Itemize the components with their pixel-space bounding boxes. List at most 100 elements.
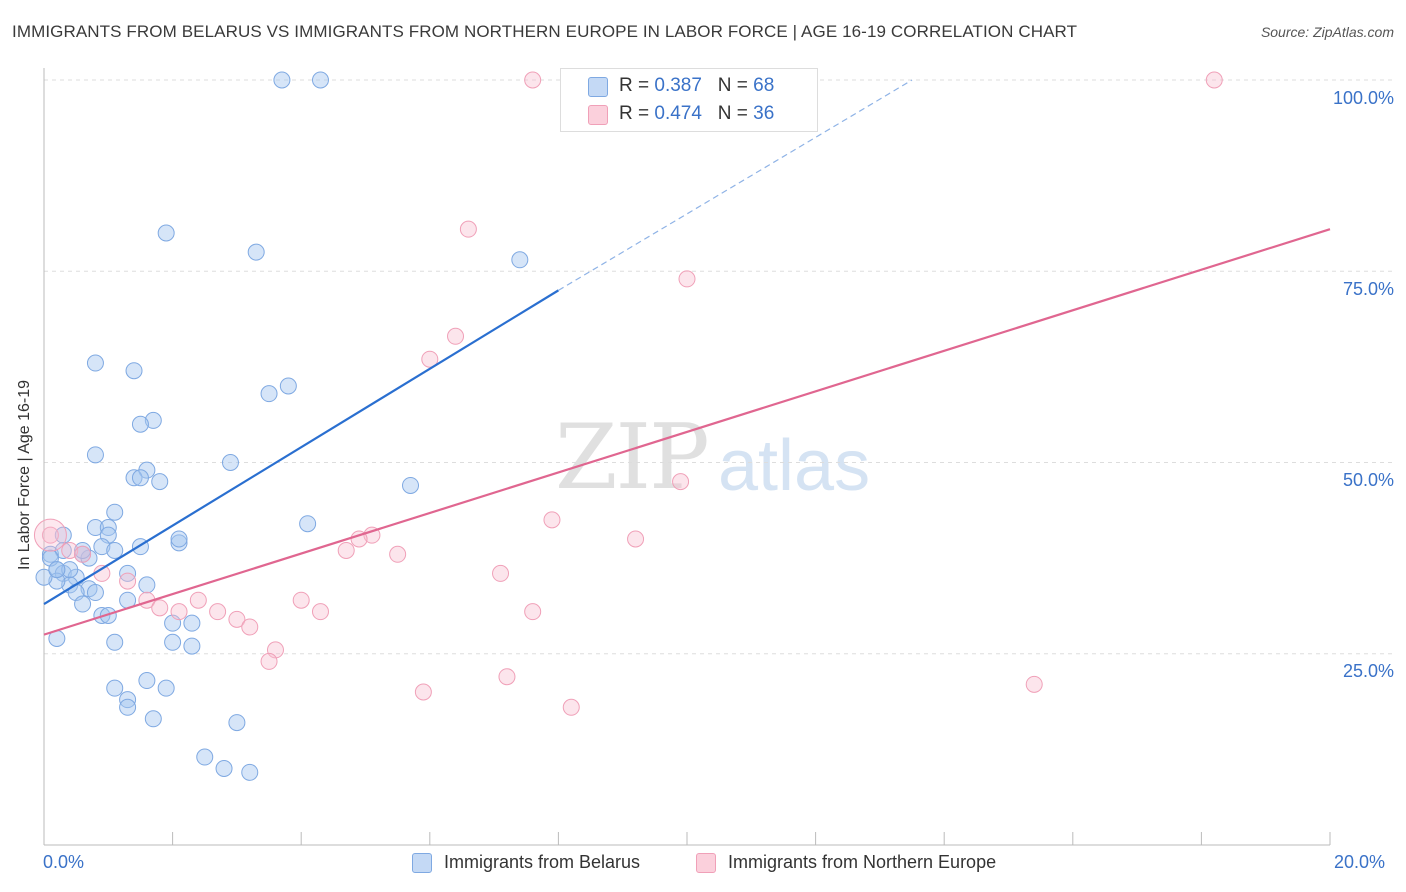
belarus-point bbox=[157, 679, 175, 697]
northern-trend-line bbox=[43, 228, 1331, 636]
northern-point bbox=[189, 591, 207, 609]
legend-swatch-blue bbox=[588, 77, 608, 97]
northern-point bbox=[492, 564, 510, 582]
belarus-point bbox=[170, 530, 188, 548]
belarus-point bbox=[215, 760, 233, 777]
belarus-point bbox=[151, 473, 169, 491]
northern-point bbox=[524, 603, 542, 621]
belarus-point bbox=[144, 710, 162, 728]
northern-point bbox=[447, 327, 465, 345]
northern-point bbox=[627, 530, 645, 548]
belarus-point bbox=[106, 503, 124, 521]
legend-r-label: R = bbox=[619, 75, 650, 96]
belarus-point bbox=[228, 714, 246, 732]
belarus-point bbox=[61, 561, 79, 579]
northern-point bbox=[170, 603, 188, 621]
y-tick-label-50: 50.0% bbox=[1342, 470, 1394, 490]
belarus-point bbox=[170, 534, 188, 552]
belarus-point bbox=[86, 354, 104, 372]
belarus-trend-extension bbox=[558, 79, 913, 291]
belarus-point bbox=[138, 672, 156, 690]
belarus-point bbox=[247, 243, 265, 261]
northern-point bbox=[459, 220, 477, 238]
northern-point bbox=[311, 603, 329, 621]
northern-point bbox=[524, 71, 542, 89]
belarus-point bbox=[183, 637, 201, 655]
bottom-legend-label-belarus: Immigrants from Belarus bbox=[444, 852, 641, 872]
belarus-point bbox=[311, 71, 329, 89]
northern-point bbox=[209, 603, 227, 621]
belarus-point bbox=[86, 519, 104, 537]
bottom-legend-swatch-pink bbox=[696, 853, 716, 873]
northern-point bbox=[363, 526, 381, 544]
y-tick-label-75: 75.0% bbox=[1342, 279, 1394, 299]
x-tick-label-min: 0.0% bbox=[43, 852, 85, 872]
belarus-point bbox=[157, 224, 175, 242]
belarus-point bbox=[241, 763, 259, 781]
belarus-point bbox=[106, 679, 124, 697]
y-axis-label: In Labor Force | Age 16-19 bbox=[16, 379, 33, 570]
northern-point bbox=[61, 541, 79, 559]
northern-point bbox=[389, 545, 407, 563]
chart-title: IMMIGRANTS FROM BELARUS VS IMMIGRANTS FR… bbox=[12, 22, 1078, 41]
northern-point bbox=[421, 350, 439, 368]
belarus-point bbox=[273, 71, 291, 89]
legend-r-value-belarus: 0.387 bbox=[654, 75, 702, 96]
northern-point bbox=[678, 270, 696, 288]
legend-n-label: N = bbox=[717, 103, 748, 124]
belarus-point bbox=[260, 385, 278, 403]
belarus-point bbox=[279, 377, 297, 395]
belarus-point bbox=[74, 541, 92, 559]
y-tick-label-100: 100.0% bbox=[1332, 88, 1394, 108]
belarus-point bbox=[93, 538, 111, 556]
stats-legend: R = 0.387 N = 68 R = 0.474 N = 36 bbox=[560, 68, 818, 132]
bottom-legend-label-northern: Immigrants from Northern Europe bbox=[728, 852, 997, 872]
belarus-point bbox=[164, 633, 182, 651]
legend-r-label: R = bbox=[619, 103, 650, 124]
northern-point bbox=[337, 541, 355, 559]
belarus-point bbox=[196, 748, 214, 766]
northern-point bbox=[260, 652, 278, 670]
belarus-point bbox=[48, 561, 66, 579]
northern-point bbox=[672, 473, 690, 491]
belarus-point bbox=[221, 454, 239, 471]
watermark-atlas: atlas bbox=[718, 426, 871, 506]
belarus-point bbox=[125, 362, 143, 380]
watermark-zip: ZIP bbox=[555, 405, 710, 510]
belarus-point bbox=[86, 584, 104, 602]
legend-n-label: N = bbox=[717, 75, 748, 96]
belarus-point bbox=[511, 251, 529, 269]
legend-r-value-northern: 0.474 bbox=[654, 103, 702, 124]
northern-point bbox=[292, 591, 310, 609]
northern-point bbox=[414, 683, 432, 701]
y-tick-label-25: 25.0% bbox=[1342, 661, 1394, 681]
belarus-point bbox=[144, 411, 162, 429]
belarus-point bbox=[131, 415, 149, 433]
northern-point bbox=[1205, 71, 1223, 89]
northern-point bbox=[151, 599, 169, 617]
northern-point bbox=[119, 572, 137, 590]
northern-point bbox=[543, 511, 561, 529]
belarus-point bbox=[131, 469, 149, 487]
belarus-point bbox=[74, 595, 92, 613]
belarus-trend-line bbox=[43, 289, 559, 605]
belarus-point bbox=[183, 614, 201, 632]
belarus-point bbox=[54, 526, 72, 544]
northern-point bbox=[74, 545, 92, 563]
northern-point-large bbox=[33, 518, 67, 552]
northern-point bbox=[498, 668, 516, 686]
northern-point bbox=[228, 610, 246, 628]
belarus-point bbox=[138, 576, 156, 594]
legend-n-value-northern: 36 bbox=[753, 103, 775, 124]
belarus-point bbox=[119, 698, 137, 716]
belarus-point bbox=[35, 568, 53, 586]
source-label: Source: ZipAtlas.com bbox=[1260, 24, 1394, 40]
northern-point bbox=[1025, 675, 1043, 693]
bottom-legend-swatch-blue bbox=[412, 853, 432, 873]
belarus-point bbox=[106, 541, 124, 559]
northern-point bbox=[562, 698, 580, 716]
belarus-point bbox=[125, 469, 143, 487]
belarus-point bbox=[106, 633, 124, 651]
legend-swatch-pink bbox=[588, 105, 608, 125]
